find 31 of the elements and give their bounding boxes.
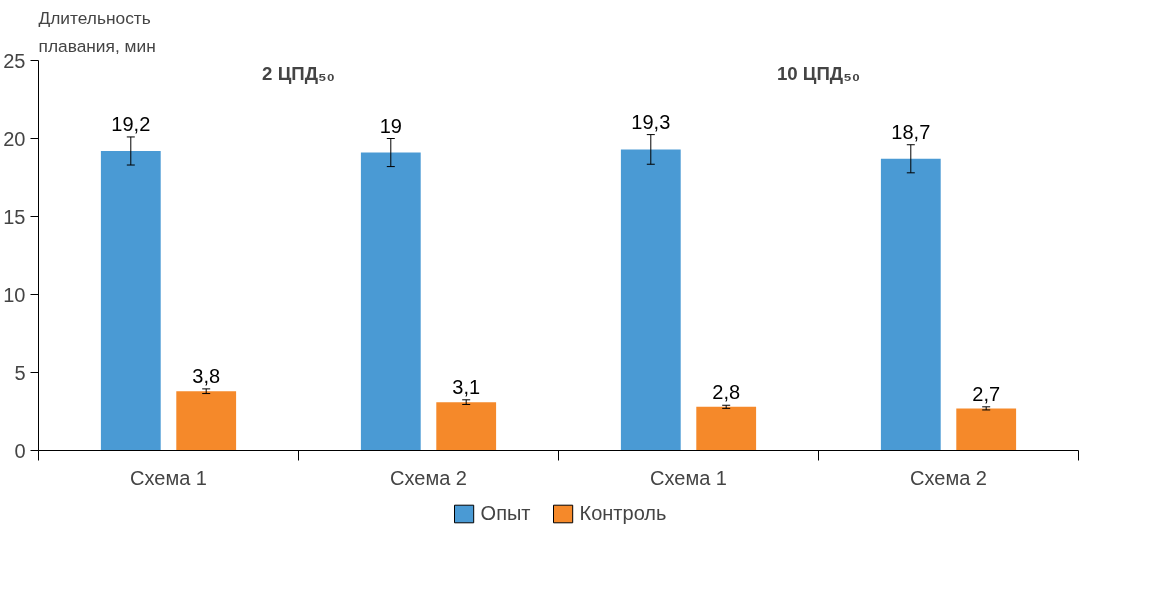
data-label: 2,8 [712, 381, 741, 404]
bar [880, 158, 941, 451]
y-tick-label: 20 [3, 127, 26, 150]
bar [436, 402, 497, 451]
y-tick-label: 0 [14, 439, 26, 462]
bar [956, 408, 1017, 451]
legend-label: Опыт [480, 501, 531, 525]
data-label: 2,7 [972, 382, 1001, 405]
x-tick-label: Схема 1 [130, 466, 207, 489]
x-tick-label: Схема 2 [390, 466, 467, 489]
y-tick-label: 25 [3, 49, 26, 72]
bar [620, 149, 681, 451]
data-label: 19,3 [631, 110, 671, 133]
data-label: 19,2 [111, 112, 151, 135]
bar [100, 150, 161, 451]
x-tick-label: Схема 1 [650, 466, 727, 489]
y-tick-label: 5 [14, 361, 26, 384]
data-label: 3,1 [452, 375, 481, 398]
data-label: 19 [379, 114, 402, 137]
bar [176, 391, 237, 451]
bar [360, 152, 421, 451]
x-tick-label: Схема 2 [910, 466, 987, 489]
y-tick-label: 10 [3, 283, 26, 306]
y-axis-title: Длительность плавания, мин [38, 7, 156, 56]
y-tick-label: 15 [3, 205, 26, 228]
bar [696, 406, 757, 451]
data-label: 3,8 [192, 364, 221, 387]
legend-label: Контроль [579, 501, 667, 525]
data-label: 18,7 [891, 120, 931, 143]
annotation: 10 ЦПД₅₀ [776, 62, 861, 84]
annotation: 2 ЦПД₅₀ [262, 62, 335, 84]
